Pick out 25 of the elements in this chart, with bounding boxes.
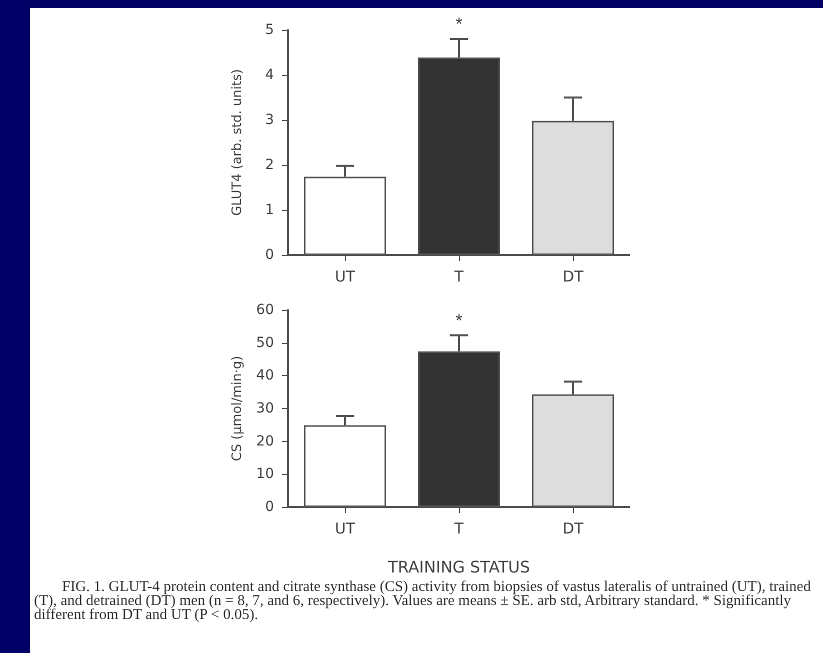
y-tick-label: 40 — [256, 368, 274, 384]
y-axis-title: GLUT4 (arb. std. units) — [230, 69, 245, 216]
annotation: * — [455, 310, 463, 330]
y-tick-label: 2 — [265, 157, 274, 173]
y-tick-label: 60 — [256, 302, 274, 318]
y-tick-label: 0 — [265, 247, 274, 263]
y-axis-title: CS (µmol/min·g) — [230, 356, 245, 462]
y-tick-label: 0 — [265, 499, 274, 515]
x-tick-label: DT — [562, 520, 584, 538]
annotation: * — [455, 14, 463, 34]
x-tick-label: DT — [562, 268, 584, 286]
y-tick-label: 1 — [265, 202, 274, 218]
y-tick-label: 10 — [256, 466, 274, 482]
y-tick-label: 5 — [265, 22, 274, 38]
caption: FIG. 1. GLUT-4 protein content and citrate synthase (CS) activity from biopsies of vastus lateralis of untrained (UT), trained (T), and detrained (DT) men (n = 8, 7, and 6, respectively). Values are means ± SE. arb std, Arbitrary standard. * Significantly different from DT and UT (P < 0.05). — [34, 579, 812, 623]
x-axis-title: TRAINING STATUS — [386, 558, 530, 576]
y-tick-label: 20 — [256, 433, 274, 450]
y-tick-label: 50 — [256, 334, 274, 351]
y-tick-label: 4 — [265, 67, 274, 83]
x-tick-label: UT — [334, 268, 356, 286]
y-tick-label: 3 — [265, 112, 274, 128]
x-tick-label: T — [453, 268, 464, 286]
x-tick-label: T — [453, 520, 464, 538]
y-tick-label: 30 — [256, 400, 274, 416]
x-tick-label: UT — [334, 520, 356, 538]
